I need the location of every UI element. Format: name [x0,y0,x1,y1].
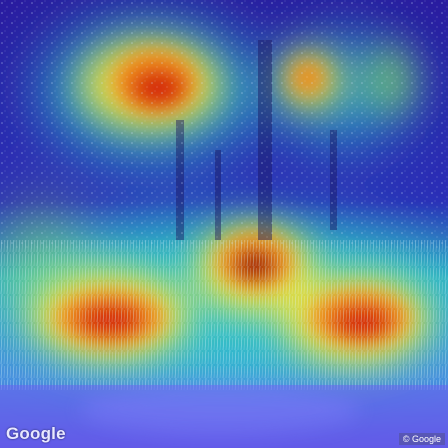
foliage-texture [0,0,448,250]
grass-texture [0,240,448,390]
google-logo-watermark: Google [6,424,66,443]
copyright-notice: © Google [398,433,445,445]
